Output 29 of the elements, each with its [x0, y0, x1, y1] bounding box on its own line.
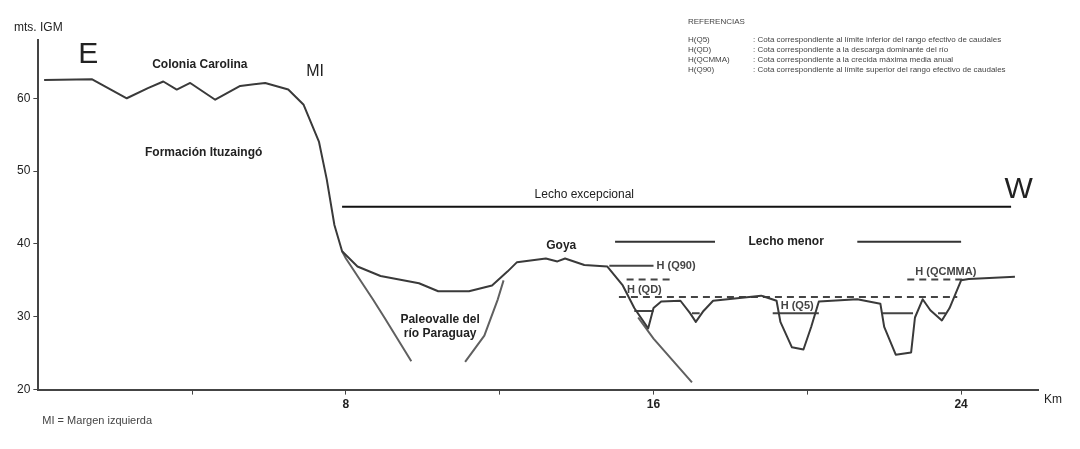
annotation: Formación Ituzaingó [145, 145, 263, 160]
y-tick-label: 60 [16, 90, 31, 105]
y-tick-label: 20 [16, 381, 31, 396]
y-tick-label: 50 [16, 163, 31, 178]
text: MI = Margen izquierda [42, 414, 153, 427]
text: H(QD) : Cota correspondiente a la descarga dominante del río [688, 45, 949, 55]
annotation: Lecho menor [748, 234, 825, 249]
annotation: Lecho excepcional [534, 186, 635, 201]
annotation: Paleovalle del río Paraguay [400, 311, 480, 340]
x-tick-label: 8 [342, 397, 350, 412]
y-tick-label: 30 [16, 309, 31, 324]
series-label: H (QCMMA) [915, 265, 977, 278]
text: H(QCMMA) : Cota correspondiente a la crecida máxima media anual [688, 55, 954, 65]
series-label: H (Q90) [656, 258, 696, 271]
annotation: W [1004, 170, 1034, 204]
text: REFERENCIAS [688, 17, 745, 27]
x-tick-label: 24 [954, 397, 969, 412]
text: H(Q90) : Cota correspondiente al límite superior del rango efectivo de caudales [688, 65, 1006, 75]
y-tick-label: 40 [16, 236, 31, 251]
y-axis-title: mts. IGM [14, 20, 63, 35]
annotation: E [78, 35, 99, 69]
x-axis-title: Km [1044, 391, 1062, 406]
annotation: MI [306, 62, 325, 80]
series-label: H (QD) [626, 282, 663, 295]
text: H(Q5) : Cota correspondiente al límite inferior del rango efectivo de caudales [688, 35, 1002, 45]
annotation: Colonia Carolina [152, 57, 248, 72]
annotation: Goya [546, 238, 577, 253]
series-label: H (Q5) [780, 298, 815, 311]
x-tick-label: 16 [646, 397, 661, 412]
